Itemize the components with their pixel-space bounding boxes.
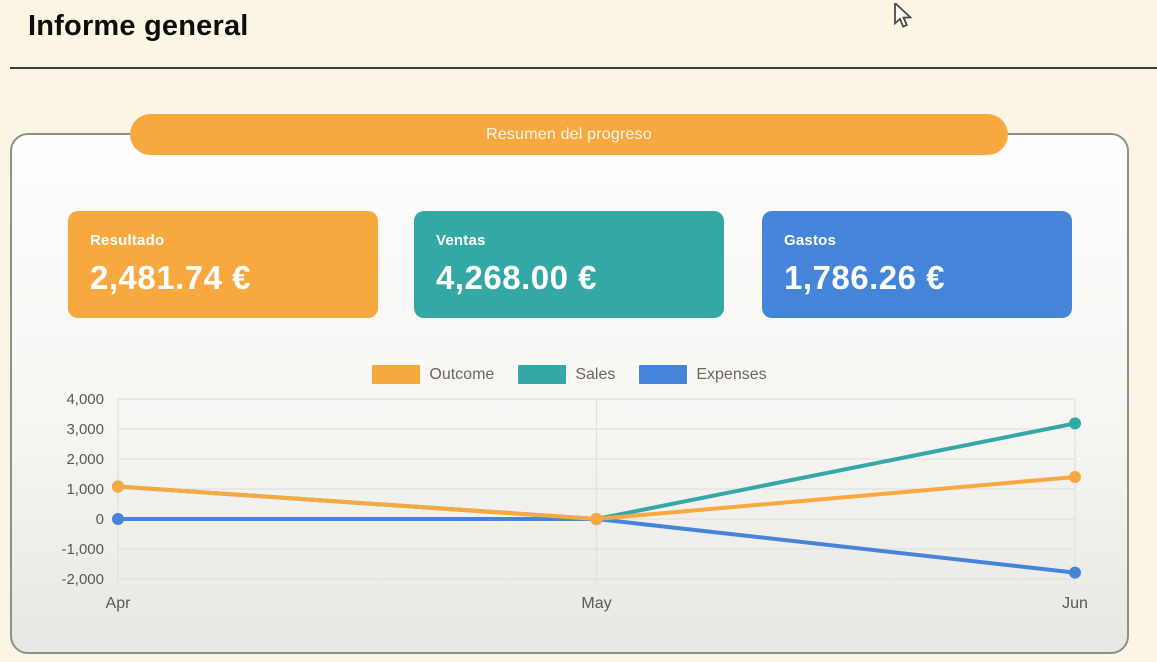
y-axis-tick-label: 3,000 xyxy=(66,421,104,438)
data-point-outcome-may xyxy=(590,513,603,525)
y-axis-tick-label: 0 xyxy=(96,511,104,528)
kpi-label: Gastos xyxy=(784,232,837,249)
y-axis-tick-label: -1,000 xyxy=(61,541,104,558)
x-axis-tick-label: Apr xyxy=(106,595,132,612)
kpi-value: 1,786.26 € xyxy=(784,259,945,296)
kpi-resultado: Resultado 2,481.74 € xyxy=(68,211,378,318)
data-point-outcome-jun xyxy=(1069,471,1081,483)
kpi-label: Resultado xyxy=(90,232,165,249)
kpi-value: 2,481.74 € xyxy=(90,259,251,296)
data-point-outcome-apr xyxy=(112,480,124,493)
y-axis-tick-label: 4,000 xyxy=(66,391,104,408)
legend-item-outcome[interactable]: Outcome xyxy=(372,365,494,384)
progress-summary-banner: Resumen del progreso xyxy=(130,114,1008,155)
x-axis-tick-label: May xyxy=(581,595,611,612)
legend-swatch-sales-icon xyxy=(518,365,567,384)
data-point-expenses-jun xyxy=(1069,566,1081,579)
y-axis-tick-label: 1,000 xyxy=(66,481,104,498)
legend-swatch-expenses-icon xyxy=(639,365,688,384)
kpi-gastos: Gastos 1,786.26 € xyxy=(762,211,1072,318)
legend-item-sales[interactable]: Sales xyxy=(518,365,615,384)
legend-label: Outcome xyxy=(429,365,495,383)
data-point-sales-jun xyxy=(1069,417,1081,430)
banner-label: Resumen del progreso xyxy=(486,125,652,143)
legend-label: Sales xyxy=(575,365,616,383)
page-title: Informe general xyxy=(28,10,249,42)
progress-chart: 4,000 3,000 2,000 1,000 0 -1,000 -2,000 Apr May J… xyxy=(30,390,1135,625)
legend-item-expenses[interactable]: Expenses xyxy=(639,365,767,384)
kpi-value: 4,268.00 € xyxy=(436,259,597,296)
y-axis-tick-label: 2,000 xyxy=(66,451,104,468)
kpi-label: Ventas xyxy=(436,232,486,249)
kpi-ventas: Ventas 4,268.00 € xyxy=(414,211,724,318)
legend-swatch-outcome-icon xyxy=(372,365,421,384)
title-divider xyxy=(10,67,1157,69)
y-axis-tick-label: -2,000 xyxy=(61,571,104,588)
mouse-cursor-icon xyxy=(894,3,913,28)
data-point-expenses-apr xyxy=(112,513,124,525)
chart-legend: Outcome Sales Expenses xyxy=(10,365,1129,384)
x-axis-tick-label: Jun xyxy=(1062,595,1088,612)
legend-label: Expenses xyxy=(696,365,767,383)
